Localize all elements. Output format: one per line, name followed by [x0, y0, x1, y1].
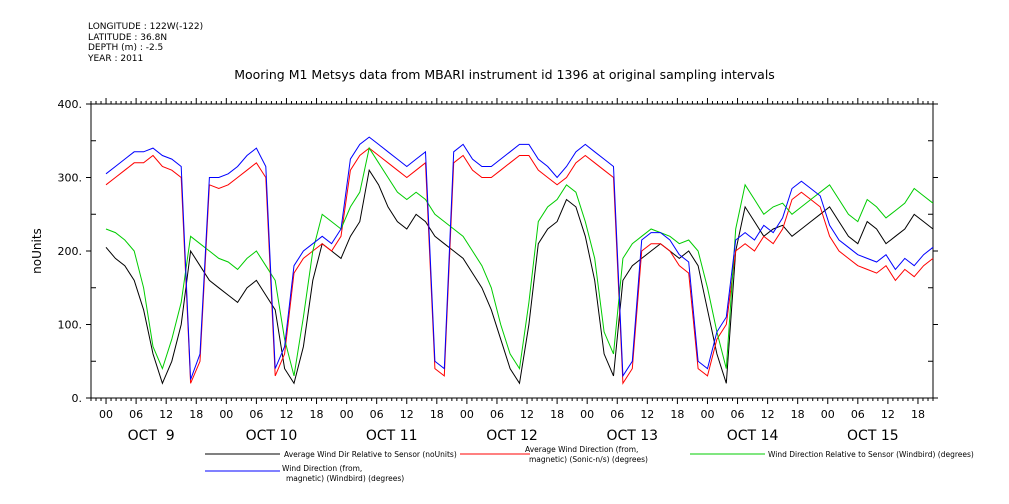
legend-label-2: Average Wind Direction (from, [525, 445, 638, 454]
x-hour-label: 18 [791, 408, 805, 421]
longitude-label: LONGITUDE : 122W(-122) [88, 22, 204, 32]
plot-frame [90, 103, 934, 399]
legend-label-4: Wind Direction (from, [282, 464, 362, 473]
legend-label-2: magnetic) (Sonic-n/s) (degrees) [529, 455, 648, 464]
x-hour-label: 00 [821, 408, 835, 421]
x-hour-label: 18 [430, 408, 444, 421]
legend-label-3: Wind Direction Relative to Sensor (Windb… [768, 450, 974, 459]
x-hour-label: 12 [761, 408, 775, 421]
chart-title: Mooring M1 Metsys data from MBARI instru… [234, 67, 775, 82]
x-hour-label: 18 [911, 408, 925, 421]
x-hour-label: 06 [731, 408, 745, 421]
y-tick-label: 200. [58, 245, 83, 258]
y-tick-label: 0. [72, 392, 83, 405]
x-hour-label: 18 [310, 408, 324, 421]
x-day-label: OCT 9 [128, 428, 175, 444]
y-axis-label: noUnits [30, 228, 44, 274]
x-hour-label: 00 [340, 408, 354, 421]
metadata-block: LONGITUDE : 122W(-122) LATITUDE : 36.8N … [88, 22, 203, 64]
x-hour-label: 12 [881, 408, 895, 421]
x-hour-label: 00 [580, 408, 594, 421]
x-day-label: OCT 14 [727, 428, 779, 444]
x-hour-label: 06 [249, 408, 263, 421]
x-hour-label: 18 [550, 408, 564, 421]
x-hour-label: 06 [490, 408, 504, 421]
x-hour-label: 00 [700, 408, 714, 421]
depth-label: DEPTH (m) : -2.5 [88, 43, 164, 53]
x-hour-label: 06 [851, 408, 865, 421]
x-day-label: OCT 15 [847, 428, 899, 444]
x-hour-label: 18 [670, 408, 684, 421]
series-line-4 [105, 136, 934, 380]
legend-label-1: Average Wind Dir Relative to Sensor (noU… [284, 450, 457, 459]
series-line-1 [105, 168, 934, 385]
legend-label-4: magnetic) (Windbird) (degrees) [286, 474, 404, 483]
x-hour-label: 12 [279, 408, 293, 421]
series-line-2 [105, 147, 934, 385]
year-label: YEAR : 2011 [88, 53, 144, 64]
x-hour-label: 12 [159, 408, 173, 421]
x-hour-label: 12 [640, 408, 654, 421]
x-day-label: OCT 10 [246, 428, 298, 444]
latitude-label: LATITUDE : 36.8N [88, 32, 168, 43]
x-day-label: OCT 12 [486, 428, 538, 444]
x-hour-label: 12 [520, 408, 534, 421]
y-tick-label: 400. [58, 98, 83, 111]
x-hour-label: 06 [370, 408, 384, 421]
x-hour-label: 18 [189, 408, 203, 421]
x-hour-label: 12 [400, 408, 414, 421]
x-hour-label: 06 [129, 408, 143, 421]
x-hour-label: 00 [99, 408, 113, 421]
y-tick-label: 100. [58, 319, 83, 332]
chart-series-layer [105, 136, 934, 385]
chart-axes: 0. 100. 200. 300. 400. noUnits 00 06 12 18 00 06 12 1… [30, 98, 938, 444]
chart-legend: Average Wind Dir Relative to Sensor (noU… [205, 445, 974, 483]
x-hour-label: 00 [460, 408, 474, 421]
x-day-label: OCT 13 [606, 428, 658, 444]
x-hour-label: 00 [219, 408, 233, 421]
x-day-label: OCT 11 [366, 428, 418, 444]
x-hour-label: 06 [610, 408, 624, 421]
y-tick-label: 300. [58, 172, 83, 185]
series-line-3 [105, 146, 934, 377]
